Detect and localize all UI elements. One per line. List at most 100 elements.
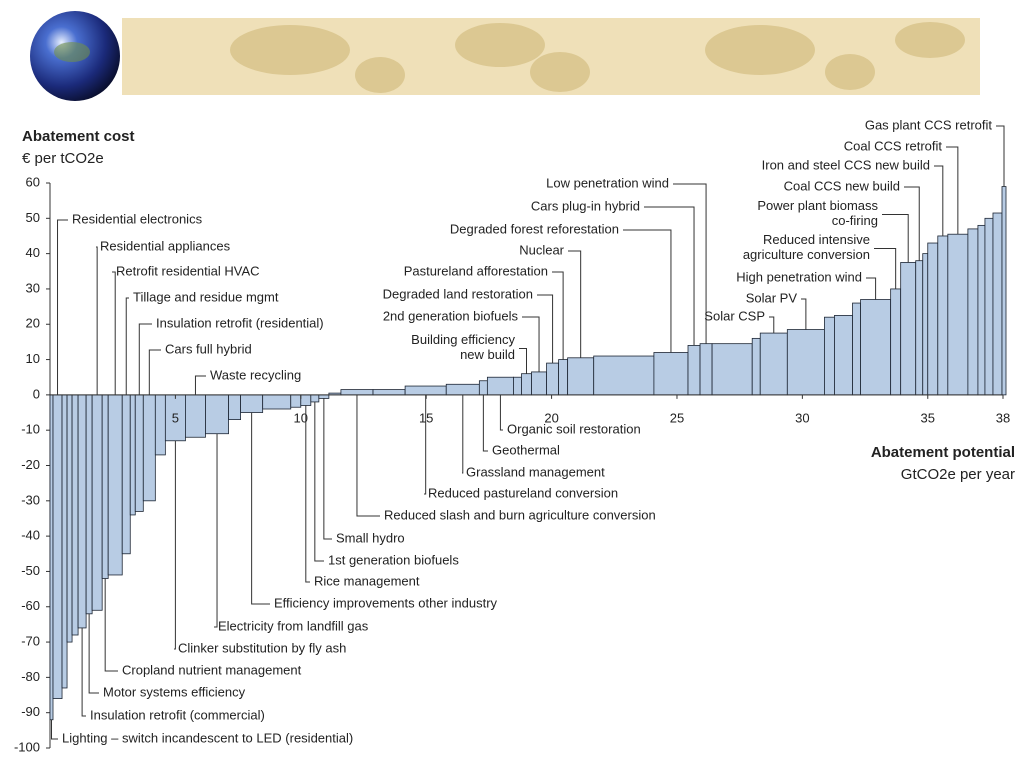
bar-label: Insulation retrofit (commercial) xyxy=(90,707,265,722)
leader-line xyxy=(314,401,324,562)
bar xyxy=(593,355,655,396)
bar-label: Reduced slash and burn agriculture conve… xyxy=(384,507,656,522)
leader-line xyxy=(125,297,129,395)
bar-label: Rice management xyxy=(314,573,420,588)
bar-label: Pastureland afforestation xyxy=(404,263,548,278)
x-tick-label: 38 xyxy=(996,410,1010,425)
leader-line xyxy=(568,250,582,358)
bar-label: Lighting – switch incandescent to LED (r… xyxy=(62,730,353,745)
leader-line xyxy=(462,394,464,474)
y-tick-label: -40 xyxy=(21,528,40,543)
bar xyxy=(653,352,689,396)
bar xyxy=(101,394,109,579)
bar-label: Cars full hybrid xyxy=(165,341,252,356)
bar xyxy=(513,376,522,396)
bar-label: Electricity from landfill gas xyxy=(218,618,369,633)
leader-line xyxy=(644,206,695,346)
leader-line xyxy=(138,323,152,395)
bar-label: Grassland management xyxy=(466,464,605,479)
bar-label: Small hydro xyxy=(336,530,405,545)
x-tick-label: 10 xyxy=(294,410,308,425)
y-tick-label: -80 xyxy=(21,669,40,684)
bar-label: High penetration wind xyxy=(736,269,862,284)
bar-label: Residential appliances xyxy=(100,238,231,253)
bar xyxy=(992,212,1003,396)
bar-label: Nuclear xyxy=(519,242,564,257)
leader-line xyxy=(522,316,540,372)
x-tick-label: 25 xyxy=(670,410,684,425)
x-tick-label: 30 xyxy=(795,410,809,425)
leader-line xyxy=(623,229,672,353)
bar-label: Building efficiency new build xyxy=(411,332,515,362)
leader-line xyxy=(424,394,427,495)
leader-line xyxy=(88,613,99,694)
bar xyxy=(567,357,595,396)
leader-line xyxy=(934,165,944,236)
bar xyxy=(107,394,123,576)
leader-line xyxy=(482,394,488,452)
bar-label: Waste recycling xyxy=(210,367,301,382)
bar xyxy=(478,380,488,396)
bar xyxy=(834,315,853,396)
leader-line xyxy=(174,440,176,650)
bar-label: Cars plug-in hybrid xyxy=(531,198,640,213)
bar xyxy=(49,394,54,721)
leader-line xyxy=(866,277,877,300)
leader-line xyxy=(81,627,86,717)
bar-label: Clinker substitution by fly ash xyxy=(178,640,346,655)
bar-label: Organic soil restoration xyxy=(507,421,641,436)
y-tick-label: -50 xyxy=(21,563,40,578)
bar-label: Degraded land restoration xyxy=(383,286,533,301)
bar-label: Retrofit residential HVAC xyxy=(116,263,260,278)
bar xyxy=(915,260,924,396)
bar xyxy=(121,394,131,555)
bar xyxy=(900,262,917,396)
bar xyxy=(262,394,292,410)
y-tick-label: -70 xyxy=(21,634,40,649)
y-tick-label: 30 xyxy=(26,280,40,295)
leader-line xyxy=(323,398,332,540)
bar-label: Power plant biomass co-firing xyxy=(757,198,878,228)
bar xyxy=(185,394,206,438)
bar xyxy=(521,373,532,396)
bar xyxy=(404,385,447,396)
bar xyxy=(751,337,761,396)
y-tick-label: -60 xyxy=(21,598,40,613)
y-tick-label: 10 xyxy=(26,351,40,366)
bar xyxy=(129,394,136,516)
leader-line xyxy=(904,186,920,261)
bar xyxy=(240,394,264,413)
y-tick-label: -20 xyxy=(21,457,40,472)
bar-label: Iron and steel CCS new build xyxy=(762,157,930,172)
x-tick-label: 15 xyxy=(419,410,433,425)
leader-line xyxy=(882,214,909,263)
bar xyxy=(71,394,79,636)
leader-line xyxy=(51,719,58,740)
bar xyxy=(52,394,63,699)
x-axis-title: Abatement potential xyxy=(871,444,1015,461)
leader-line xyxy=(96,246,98,395)
bar xyxy=(860,299,892,396)
leader-line xyxy=(356,394,380,517)
y-tick-label: 50 xyxy=(26,210,40,225)
leader-line xyxy=(874,248,897,289)
x-tick-label: 20 xyxy=(544,410,558,425)
bar-label: Residential electronics xyxy=(72,211,203,226)
leader-line xyxy=(519,348,527,374)
bar-label: Reduced intensive agriculture conversion xyxy=(743,232,870,262)
y-tick-label: 40 xyxy=(26,245,40,260)
y-tick-label: -10 xyxy=(21,422,40,437)
bar xyxy=(711,343,753,396)
bar xyxy=(134,394,144,512)
leader-line xyxy=(552,271,564,360)
leader-line xyxy=(305,405,310,583)
bar-label: Solar PV xyxy=(746,290,798,305)
bar xyxy=(142,394,156,502)
header-banner xyxy=(30,11,980,101)
bar xyxy=(91,394,103,611)
leader-line xyxy=(214,433,218,628)
bar xyxy=(486,376,514,396)
bar xyxy=(77,394,87,629)
x-tick-label: 5 xyxy=(172,410,179,425)
